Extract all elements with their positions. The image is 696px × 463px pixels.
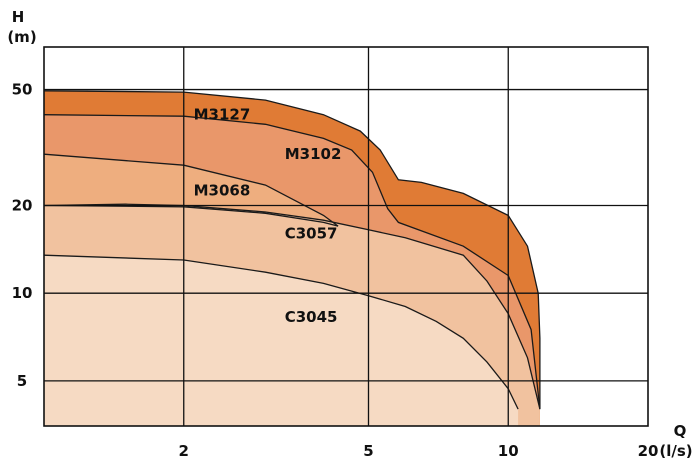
y-tick-labels: 5 10 20 50 (12, 81, 33, 390)
label-m3068: M3068 (194, 182, 251, 200)
label-c3045: C3045 (285, 308, 338, 326)
y-axis-unit: (m) (7, 28, 36, 46)
label-m3102: M3102 (285, 145, 342, 163)
y-axis-symbol: H (12, 8, 25, 26)
x-tick-label-10: 10 (498, 442, 519, 459)
y-tick-label-10: 10 (12, 284, 33, 302)
x-tick-label-20: 20 (638, 442, 659, 459)
y-tick-label-20: 20 (12, 196, 33, 214)
label-c3057: C3057 (285, 225, 338, 243)
label-m3127: M3127 (194, 106, 251, 124)
y-tick-label-5: 5 (17, 372, 27, 390)
x-tick-label-5: 5 (363, 442, 373, 459)
y-tick-label-50: 50 (12, 81, 33, 99)
x-axis-symbol: Q (674, 422, 687, 440)
x-tick-labels: 2 5 10 20 (179, 442, 659, 459)
x-axis-unit: (l/s) (659, 442, 692, 459)
x-tick-label-2: 2 (179, 442, 189, 459)
